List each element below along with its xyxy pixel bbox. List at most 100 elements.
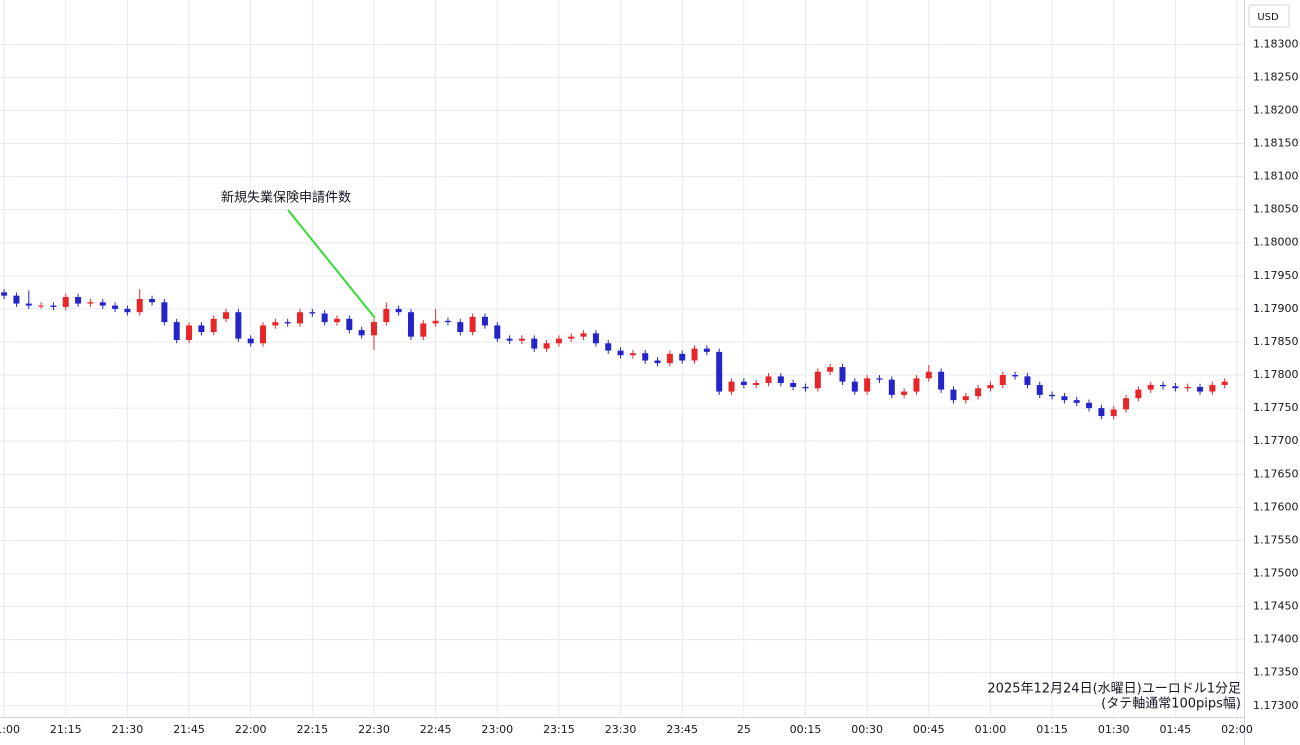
x-tick-label: 01:45	[1160, 723, 1192, 736]
candle-body	[1024, 376, 1031, 385]
x-tick-label: 22:45	[420, 723, 452, 736]
candle-body	[765, 376, 772, 383]
x-tick-label: 21:00	[0, 723, 20, 736]
candle-body	[198, 325, 205, 333]
candle-body	[1209, 384, 1216, 392]
candle-body	[839, 367, 846, 382]
candle-body	[617, 350, 624, 356]
candle-body	[999, 375, 1006, 385]
candle-body	[1197, 386, 1204, 392]
candle-body	[136, 298, 143, 313]
x-tick-label: 21:30	[112, 723, 144, 736]
candle-body	[901, 391, 908, 395]
candle-body	[1172, 386, 1179, 389]
candle-body	[642, 353, 649, 361]
candle-body	[938, 371, 945, 390]
candle-body	[395, 308, 402, 313]
y-tick-label: 1.17850	[1253, 335, 1299, 348]
candle-body	[346, 318, 353, 331]
candle-body	[99, 302, 106, 306]
x-tick-label: 21:15	[50, 723, 82, 736]
candle-body	[543, 343, 550, 349]
y-tick-label: 1.17700	[1253, 434, 1299, 447]
x-tick-label: 23:00	[481, 723, 513, 736]
grid	[0, 0, 1244, 717]
x-tick-label: 00:30	[851, 723, 883, 736]
unit-box	[1248, 4, 1290, 28]
candle-body	[703, 348, 710, 352]
candle-body	[87, 302, 94, 304]
x-tick-label: 21:45	[173, 723, 205, 736]
candle-body	[284, 322, 291, 324]
y-tick-label: 1.18000	[1253, 236, 1299, 249]
candle-body	[75, 296, 82, 304]
candle-body	[518, 338, 525, 341]
candle-body	[50, 305, 57, 307]
candle-body	[851, 381, 858, 392]
candle-body	[432, 320, 439, 324]
candle-body	[1086, 402, 1093, 409]
candle-body	[1073, 400, 1080, 403]
candle-body	[987, 384, 994, 389]
candle-body	[802, 386, 809, 389]
candle-body	[1, 292, 8, 296]
y-tick-label: 1.17950	[1253, 269, 1299, 282]
candle-body	[481, 316, 488, 326]
y-tick-label: 1.18200	[1253, 103, 1299, 116]
candle-body	[235, 312, 242, 339]
y-tick-label: 1.17400	[1253, 633, 1299, 646]
candle-body	[297, 312, 304, 324]
candle-body	[247, 338, 254, 344]
candle-body	[370, 322, 377, 336]
candle-body	[272, 322, 279, 326]
x-tick-label: 00:15	[790, 723, 822, 736]
candle-body	[149, 298, 156, 303]
candle-body	[358, 330, 365, 336]
candle-body	[592, 333, 599, 344]
x-tick-label: 25	[737, 723, 751, 736]
candle-body	[975, 388, 982, 397]
y-tick-label: 1.17550	[1253, 533, 1299, 546]
candle-body	[950, 389, 957, 401]
x-tick-label: 02:00	[1221, 723, 1253, 736]
candle-body	[913, 378, 920, 392]
annotation: 新規失業保険申請件数	[221, 190, 351, 206]
y-tick-label: 1.17900	[1253, 302, 1299, 315]
candle-body	[740, 381, 747, 385]
candle-body	[506, 338, 513, 341]
caption-line: 2025年12月24日(水曜日)ユーロドル1分足	[987, 682, 1241, 697]
candle-body	[1110, 409, 1117, 417]
candle-body	[1147, 384, 1154, 390]
x-tick-label: 23:45	[666, 723, 698, 736]
y-tick-label: 1.18250	[1253, 70, 1299, 83]
candle-body	[605, 343, 612, 351]
x-tick-label: 22:30	[358, 723, 390, 736]
candle-body	[568, 336, 575, 339]
candle-body	[223, 312, 230, 319]
candle-body	[444, 320, 451, 323]
y-tick-label: 1.17350	[1253, 666, 1299, 679]
candle-body	[1184, 386, 1191, 389]
candle-body	[1049, 394, 1056, 397]
y-tick-label: 1.17800	[1253, 368, 1299, 381]
candle-body	[679, 353, 686, 361]
x-tick-label: 22:15	[296, 723, 328, 736]
candle-body	[580, 333, 587, 337]
candle-body	[888, 379, 895, 395]
candle-body	[1160, 384, 1167, 387]
caption-line: (タテ軸通常100pips幅)	[1101, 697, 1241, 712]
y-tick-label: 1.17300	[1253, 699, 1299, 712]
candle-body	[1123, 398, 1130, 410]
candle-body	[1098, 408, 1105, 417]
candle-body	[753, 382, 760, 385]
candle-body	[173, 322, 180, 340]
candle-body	[728, 381, 735, 392]
candle-body	[260, 325, 267, 344]
candle-body	[407, 312, 414, 337]
candle-body	[38, 305, 45, 307]
candle-body	[1135, 389, 1142, 399]
candle-body	[691, 348, 698, 361]
candle-body	[827, 367, 834, 372]
candle-body	[716, 351, 723, 392]
candle-body	[790, 382, 797, 387]
